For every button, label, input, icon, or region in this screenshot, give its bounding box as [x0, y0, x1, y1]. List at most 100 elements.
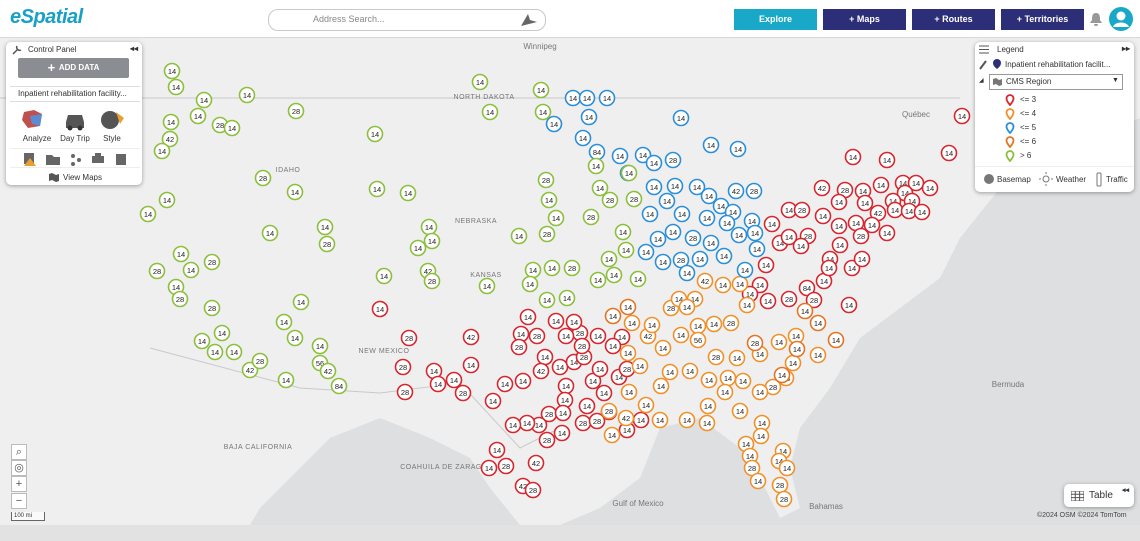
marker-circle	[371, 300, 389, 318]
marker-circle	[672, 326, 690, 344]
marker-label: 14	[552, 317, 560, 326]
marker: 14	[261, 224, 279, 242]
marker-circle	[603, 426, 621, 444]
marker-circle	[540, 191, 558, 209]
marker-circle	[780, 228, 798, 246]
marker-label: 14	[659, 258, 667, 267]
marker-label: 28	[208, 258, 216, 267]
tool-icons	[22, 110, 124, 131]
marker-label: 14	[483, 282, 491, 291]
bell-icon[interactable]	[1088, 11, 1104, 27]
collapse[interactable]: ◂◂	[130, 44, 139, 53]
marker-circle	[532, 362, 550, 380]
marker: 42	[527, 454, 545, 472]
marker: 14	[399, 184, 417, 202]
maps-button[interactable]: + Maps	[823, 9, 906, 30]
action-icons[interactable]	[10, 148, 140, 168]
legend-pin	[1005, 136, 1015, 148]
logo[interactable]: eSpatial	[10, 6, 83, 28]
locate[interactable]: ◎	[11, 460, 27, 476]
marker: 42	[319, 362, 337, 380]
marker: 14	[591, 179, 609, 197]
marker: 42	[161, 130, 179, 148]
geo-icon[interactable]	[519, 12, 539, 28]
marker-circle	[148, 262, 166, 280]
marker: 28	[745, 182, 763, 200]
traffic-tab[interactable]: Traffic	[1106, 175, 1128, 184]
marker-label: 28	[578, 342, 586, 351]
marker-label: 42	[701, 277, 709, 286]
marker: 28	[563, 259, 581, 277]
marker: 28	[203, 253, 221, 271]
marker-label: 14	[721, 388, 729, 397]
marker-label: 14	[539, 108, 547, 117]
collapse[interactable]: ▸▸	[1122, 44, 1131, 53]
marker: 14	[225, 343, 243, 361]
marker-circle	[805, 291, 823, 309]
add-data-button[interactable]: + ADD DATA	[18, 58, 129, 78]
marker-circle	[689, 331, 707, 349]
view-maps[interactable]: View Maps	[63, 173, 102, 182]
marker: 28	[771, 476, 789, 494]
marker: 14	[292, 293, 310, 311]
marker-circle	[831, 236, 849, 254]
marker-label: 14	[558, 429, 566, 438]
zoom-out[interactable]: −	[11, 493, 27, 509]
marker-label: 14	[535, 421, 543, 430]
marker-label: 42	[424, 267, 432, 276]
explore-button[interactable]: Explore	[734, 9, 817, 30]
marker-label: 14	[793, 345, 801, 354]
marker: 14	[536, 348, 554, 366]
dataset-name: Inpatient rehabilitation facility...	[18, 89, 127, 98]
marker-circle	[423, 272, 441, 290]
zoom-in[interactable]: +	[11, 476, 27, 492]
marker-label: 14	[789, 359, 797, 368]
zoom-search[interactable]: ⌕	[11, 444, 27, 460]
marker-circle	[691, 250, 709, 268]
marker: 14	[672, 326, 690, 344]
marker: 28	[573, 337, 591, 355]
address-search[interactable]: Address Search...	[268, 9, 546, 31]
marker: 14	[643, 316, 661, 334]
marker-label: 14	[467, 361, 475, 370]
marker: 14	[139, 205, 157, 223]
marker: 84	[330, 377, 348, 395]
marker: 14	[658, 192, 676, 210]
marker: 28	[400, 329, 418, 347]
avatar[interactable]	[1108, 6, 1134, 32]
marker: 14	[423, 232, 441, 250]
marker: 14	[654, 339, 672, 357]
marker-circle	[641, 205, 659, 223]
marker: 28	[625, 190, 643, 208]
dataset-row[interactable]: Inpatient rehabilitation facility...	[10, 86, 140, 102]
territories-button[interactable]: + Territories	[1001, 9, 1084, 30]
legend-pin	[1005, 122, 1015, 134]
header: eSpatial Address Search... Explore + Map…	[0, 0, 1140, 38]
marker-circle	[574, 129, 592, 147]
pin-shape	[1005, 136, 1015, 148]
marker-circle	[751, 383, 769, 401]
marker: 14	[182, 261, 200, 279]
marker-label: 14	[537, 86, 545, 95]
expand[interactable]: ◢	[979, 78, 984, 84]
analyze-tool[interactable]: Analyze	[22, 134, 52, 143]
day-trip-tool[interactable]: Day Trip	[60, 134, 90, 143]
marker: 14	[689, 317, 707, 335]
weather-tab[interactable]: Weather	[1056, 175, 1087, 184]
marker-label: 14	[187, 266, 195, 275]
group-select[interactable]: CMS Region ▼	[989, 74, 1123, 90]
marker: 14	[718, 214, 736, 232]
wrench-icon	[12, 45, 22, 55]
style-tool[interactable]: Style	[103, 134, 121, 143]
marker-circle	[454, 384, 472, 402]
basemap-tab[interactable]: Basemap	[997, 175, 1031, 184]
marker-label: 84	[335, 382, 343, 391]
map[interactable]: Winnipeg NORTH DAKOTA IDAHO NEBRASKA KANSAS N…	[0, 38, 1140, 525]
marker-circle	[580, 108, 598, 126]
routes-button[interactable]: + Routes	[912, 9, 995, 30]
marker-label: 14	[739, 377, 747, 386]
marker-circle	[537, 171, 555, 189]
marker-label: 14	[891, 206, 899, 215]
marker-label: 28	[623, 365, 631, 374]
table-button[interactable]: Table ◂◂	[1064, 484, 1134, 507]
